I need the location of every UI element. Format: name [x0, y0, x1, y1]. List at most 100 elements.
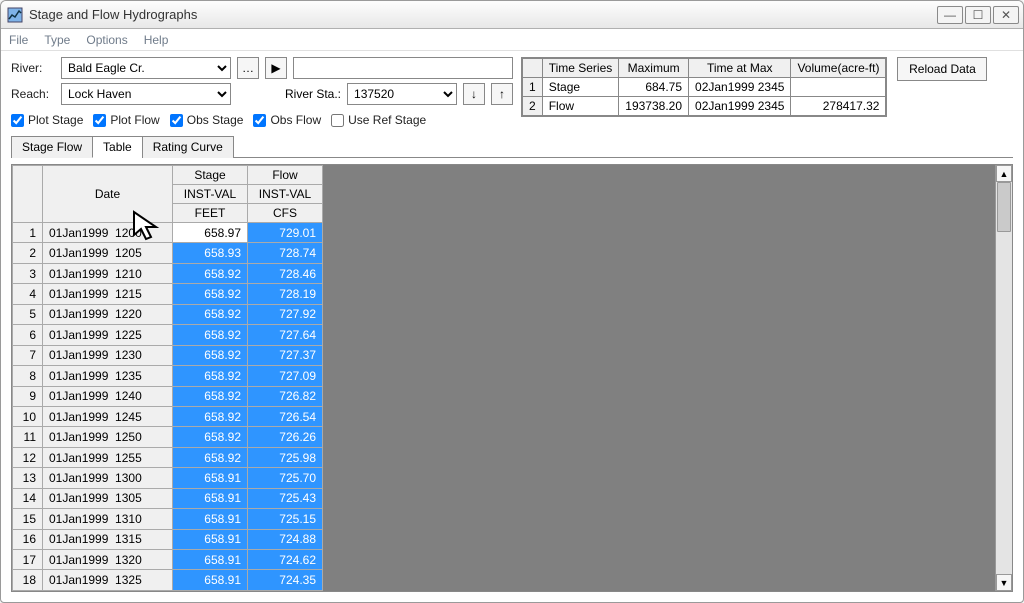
stage-cell[interactable]: 658.92: [173, 345, 248, 365]
plot-flow-check-label[interactable]: Plot Flow: [93, 113, 159, 127]
flow-cell[interactable]: 727.64: [248, 325, 323, 345]
table-row[interactable]: 1701Jan1999 1320658.91724.62: [13, 550, 323, 570]
stage-cell[interactable]: 658.92: [173, 304, 248, 324]
stage-cell[interactable]: 658.91: [173, 570, 248, 591]
menu-options[interactable]: Options: [86, 33, 127, 47]
table-row[interactable]: 1201Jan1999 1255658.92725.98: [13, 447, 323, 467]
flow-cell[interactable]: 725.15: [248, 509, 323, 529]
date-cell: 01Jan1999 1230: [43, 345, 173, 365]
maximize-button[interactable]: ☐: [965, 6, 991, 24]
flow-cell[interactable]: 726.54: [248, 406, 323, 426]
tab-stage-flow[interactable]: Stage Flow: [11, 136, 93, 158]
window-title: Stage and Flow Hydrographs: [29, 7, 937, 22]
scroll-up-arrow[interactable]: ▲: [996, 165, 1012, 182]
table-row[interactable]: 1101Jan1999 1250658.92726.26: [13, 427, 323, 447]
table-row[interactable]: 701Jan1999 1230658.92727.37: [13, 345, 323, 365]
row-number: 17: [13, 550, 43, 570]
flow-cell[interactable]: 725.70: [248, 468, 323, 488]
plot-flow-checkbox[interactable]: [93, 114, 106, 127]
river-sta-label: River Sta.:: [285, 87, 341, 101]
stage-cell[interactable]: 658.91: [173, 488, 248, 508]
flow-cell[interactable]: 726.82: [248, 386, 323, 406]
flow-cell[interactable]: 729.01: [248, 223, 323, 243]
river-sta-select[interactable]: 137520: [347, 83, 457, 105]
vertical-scrollbar[interactable]: ▲ ▼: [995, 165, 1012, 591]
flow-cell[interactable]: 725.43: [248, 488, 323, 508]
stage-cell[interactable]: 658.92: [173, 427, 248, 447]
plot-stage-checkbox[interactable]: [11, 114, 24, 127]
table-row[interactable]: 1501Jan1999 1310658.91725.15: [13, 509, 323, 529]
app-window: Stage and Flow Hydrographs — ☐ ✕ File Ty…: [0, 0, 1024, 603]
table-row[interactable]: 101Jan1999 1200658.97729.01: [13, 223, 323, 243]
table-row[interactable]: 1601Jan1999 1315658.91724.88: [13, 529, 323, 549]
row-number: 11: [13, 427, 43, 447]
table-row[interactable]: 801Jan1999 1235658.92727.09: [13, 366, 323, 386]
minimize-button[interactable]: —: [937, 6, 963, 24]
stage-cell[interactable]: 658.92: [173, 263, 248, 283]
tab-table[interactable]: Table: [92, 136, 143, 158]
use-ref-checkbox[interactable]: [331, 114, 344, 127]
stage-cell[interactable]: 658.97: [173, 223, 248, 243]
flow-cell[interactable]: 724.35: [248, 570, 323, 591]
stage-cell[interactable]: 658.92: [173, 386, 248, 406]
obs-flow-check-label[interactable]: Obs Flow: [253, 113, 321, 127]
table-row[interactable]: 301Jan1999 1210658.92728.46: [13, 263, 323, 283]
flow-cell[interactable]: 725.98: [248, 447, 323, 467]
reach-select[interactable]: Lock Haven: [61, 83, 231, 105]
obs-stage-check-label[interactable]: Obs Stage: [170, 113, 244, 127]
summary-row: 2 Flow 193738.20 02Jan1999 2345 278417.3…: [523, 97, 886, 116]
table-row[interactable]: 501Jan1999 1220658.92727.92: [13, 304, 323, 324]
obs-stage-checkbox[interactable]: [170, 114, 183, 127]
flow-cell[interactable]: 726.26: [248, 427, 323, 447]
river-select[interactable]: Bald Eagle Cr.: [61, 57, 231, 79]
stage-cell[interactable]: 658.91: [173, 509, 248, 529]
menu-type[interactable]: Type: [44, 33, 70, 47]
plot-stage-check-label[interactable]: Plot Stage: [11, 113, 83, 127]
flow-cell[interactable]: 728.74: [248, 243, 323, 263]
flow-cell[interactable]: 727.92: [248, 304, 323, 324]
play-button[interactable]: ▶: [265, 57, 287, 79]
table-row[interactable]: 1301Jan1999 1300658.91725.70: [13, 468, 323, 488]
grid-header-flow3: CFS: [248, 204, 323, 223]
down-button[interactable]: ↓: [463, 83, 485, 105]
table-row[interactable]: 901Jan1999 1240658.92726.82: [13, 386, 323, 406]
menubar: File Type Options Help: [1, 29, 1023, 51]
close-button[interactable]: ✕: [993, 6, 1019, 24]
stage-cell[interactable]: 658.92: [173, 447, 248, 467]
table-row[interactable]: 601Jan1999 1225658.92727.64: [13, 325, 323, 345]
date-cell: 01Jan1999 1210: [43, 263, 173, 283]
table-row[interactable]: 401Jan1999 1215658.92728.19: [13, 284, 323, 304]
reload-data-button[interactable]: Reload Data: [897, 57, 987, 81]
table-row[interactable]: 1001Jan1999 1245658.92726.54: [13, 406, 323, 426]
scroll-thumb[interactable]: [997, 182, 1011, 232]
table-row[interactable]: 201Jan1999 1205658.93728.74: [13, 243, 323, 263]
row-number: 6: [13, 325, 43, 345]
table-row[interactable]: 1801Jan1999 1325658.91724.35: [13, 570, 323, 591]
table-row[interactable]: 1401Jan1999 1305658.91725.43: [13, 488, 323, 508]
row-number: 5: [13, 304, 43, 324]
ellipsis-button[interactable]: …: [237, 57, 259, 79]
stage-cell[interactable]: 658.91: [173, 468, 248, 488]
obs-flow-checkbox[interactable]: [253, 114, 266, 127]
stage-cell[interactable]: 658.92: [173, 406, 248, 426]
use-ref-check-label[interactable]: Use Ref Stage: [331, 113, 426, 127]
menu-file[interactable]: File: [9, 33, 28, 47]
scroll-down-arrow[interactable]: ▼: [996, 574, 1012, 591]
flow-cell[interactable]: 727.37: [248, 345, 323, 365]
stage-cell[interactable]: 658.93: [173, 243, 248, 263]
stage-cell[interactable]: 658.91: [173, 550, 248, 570]
row-number: 1: [13, 223, 43, 243]
stage-cell[interactable]: 658.91: [173, 529, 248, 549]
tab-rating-curve[interactable]: Rating Curve: [142, 136, 234, 158]
flow-cell[interactable]: 728.19: [248, 284, 323, 304]
flow-cell[interactable]: 728.46: [248, 263, 323, 283]
flow-cell[interactable]: 727.09: [248, 366, 323, 386]
row-number: 15: [13, 509, 43, 529]
flow-cell[interactable]: 724.62: [248, 550, 323, 570]
up-button[interactable]: ↑: [491, 83, 513, 105]
stage-cell[interactable]: 658.92: [173, 366, 248, 386]
stage-cell[interactable]: 658.92: [173, 325, 248, 345]
menu-help[interactable]: Help: [144, 33, 169, 47]
flow-cell[interactable]: 724.88: [248, 529, 323, 549]
stage-cell[interactable]: 658.92: [173, 284, 248, 304]
